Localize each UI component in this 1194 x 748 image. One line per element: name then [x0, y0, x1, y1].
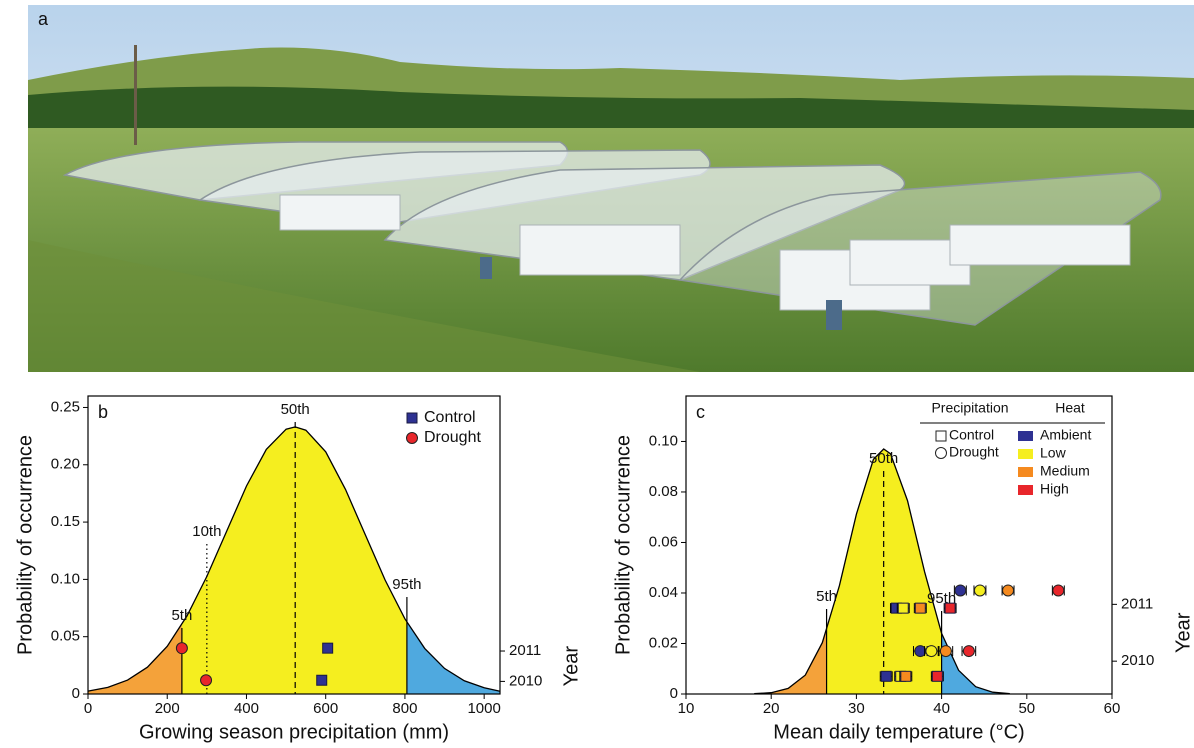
marker: [316, 674, 328, 686]
x-tick-label: 400: [234, 700, 259, 717]
y-tick-label: 0.10: [649, 432, 678, 449]
y-tick-label: 0.10: [51, 570, 80, 587]
y-tick-label: 0: [670, 685, 678, 702]
legend-swatch: [1018, 467, 1033, 477]
marker: [897, 602, 909, 614]
y-axis-label: Probability of occurrence: [14, 435, 36, 655]
y2-tick-label: 2011: [509, 642, 541, 659]
region-fill: [406, 621, 500, 694]
percentile-label: 95th: [392, 576, 421, 593]
marker: [914, 602, 926, 614]
marker: [406, 412, 418, 424]
x-tick-label: 200: [155, 700, 180, 717]
region-fill: [941, 633, 1010, 694]
x-tick-label: 1000: [467, 700, 500, 717]
y-tick-label: 0.02: [649, 634, 678, 651]
y2-axis-label: Year: [560, 646, 582, 687]
marker: [322, 642, 334, 654]
legend-label: Low: [1040, 445, 1067, 461]
x-tick-label: 30: [848, 700, 865, 717]
marker: [935, 430, 947, 442]
marker: [1052, 584, 1065, 597]
marker: [935, 447, 947, 459]
legend-label: Drought: [424, 429, 481, 446]
percentile-label: 5th: [171, 607, 192, 624]
marker: [931, 670, 943, 682]
legend-label: Control: [424, 409, 476, 426]
legend-label: Medium: [1040, 463, 1090, 479]
x-tick-label: 0: [84, 700, 92, 717]
y2-axis-label: Year: [1172, 612, 1194, 653]
y-tick-label: 0.08: [649, 483, 678, 500]
legend-swatch: [1018, 485, 1033, 495]
marker: [962, 645, 975, 658]
y-tick-label: 0.04: [649, 584, 678, 601]
legend-label: Ambient: [1040, 427, 1091, 443]
plot-frame: [87, 395, 501, 695]
density-curve: [754, 448, 1010, 695]
region-fill: [754, 628, 827, 694]
marker: [900, 670, 912, 682]
y2-tick-label: 2011: [1121, 595, 1153, 612]
percentile-label: 50th: [869, 450, 898, 467]
y2-tick-label: 2010: [509, 672, 542, 689]
percentile-label: 10th: [192, 523, 221, 540]
x-tick-label: 600: [313, 700, 338, 717]
x-axis-label: Mean daily temperature (°C): [773, 721, 1024, 743]
x-axis-label: Growing season precipitation (mm): [139, 721, 449, 743]
legend-label: High: [1040, 481, 1069, 497]
marker: [954, 584, 967, 597]
panel-label: b: [98, 402, 108, 422]
legend-title: Heat: [1055, 400, 1085, 416]
photo: [28, 5, 1194, 372]
legend-label: Control: [949, 427, 994, 443]
y-tick-label: 0.25: [51, 398, 80, 415]
y-axis-label: Probability of occurrence: [612, 435, 634, 655]
percentile-label: 50th: [281, 401, 310, 418]
marker: [406, 432, 418, 444]
marker: [880, 670, 892, 682]
panel-label: c: [696, 402, 705, 422]
legend-label: Drought: [949, 444, 999, 460]
plot-frame: [685, 395, 1113, 695]
region-fill: [826, 449, 942, 694]
marker: [939, 645, 952, 658]
percentile-label: 5th: [816, 588, 837, 605]
x-tick-label: 20: [763, 700, 780, 717]
x-tick-label: 10: [678, 700, 695, 717]
marker: [1002, 584, 1015, 597]
y2-tick-label: 2010: [1121, 652, 1154, 669]
y-tick-label: 0.06: [649, 533, 678, 550]
y-tick-label: 0: [72, 685, 80, 702]
marker: [925, 645, 938, 658]
x-tick-label: 800: [392, 700, 417, 717]
region-fill: [181, 426, 407, 694]
legend-swatch: [1018, 431, 1033, 441]
legend-swatch: [1018, 449, 1033, 459]
marker: [973, 584, 986, 597]
region-fill: [88, 623, 182, 694]
y-tick-label: 0.05: [51, 628, 80, 645]
panel-label: a: [38, 9, 49, 29]
marker: [200, 674, 213, 687]
legend-title: Precipitation: [931, 400, 1008, 416]
x-tick-label: 40: [933, 700, 950, 717]
x-tick-label: 50: [1018, 700, 1035, 717]
y-tick-label: 0.15: [51, 513, 80, 530]
y-tick-label: 0.20: [51, 456, 80, 473]
x-tick-label: 60: [1104, 700, 1121, 717]
marker: [175, 642, 188, 655]
marker: [944, 602, 956, 614]
